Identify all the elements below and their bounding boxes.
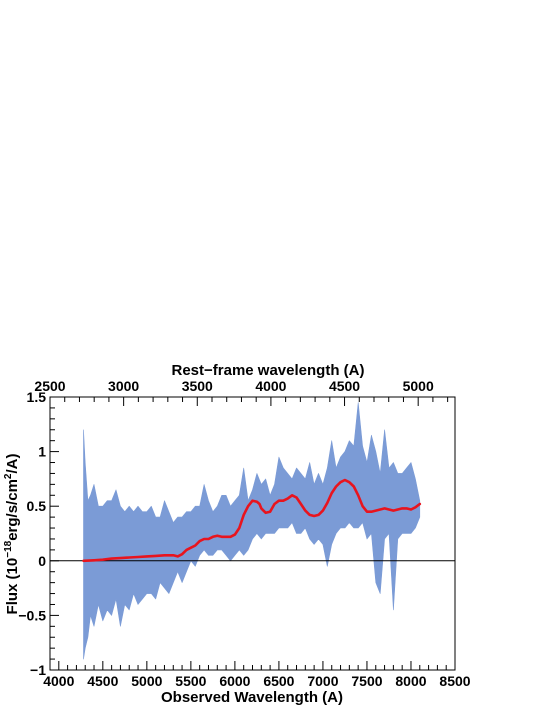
axes: 4000 4500 5000 5500 6000 6500 7000 7500 8000 8500… [18,378,470,689]
x-axis-label: Observed Wavelength (A) [161,689,343,705]
smooth-model-line [82,478,422,563]
top-tick-label: 3000 [108,378,139,394]
y-label-exp2: 2 [3,473,14,479]
y-label-exp1: −18 [3,540,14,557]
top-tick-label: 3500 [182,378,213,394]
spectrum-band [83,402,421,660]
x-tick-label: 4500 [87,673,118,689]
y-tick-label: −1 [30,662,46,678]
x-tick-label: 7500 [351,673,382,689]
x-tick-label: 4000 [43,673,74,689]
top-tick-label: 2500 [34,378,65,394]
y-tick-label: 1 [38,444,46,460]
y-tick-label: 1.5 [27,389,47,405]
y-axis-label: Flux (10−18erg/s/cm2/A) [3,454,21,615]
top-axis-label: Rest−frame wavelength (A) [172,362,365,379]
top-tick-label: 4000 [255,378,286,394]
top-tick-label: 4500 [329,378,360,394]
axis-labels: Rest−frame wavelength (A) Observed Wavel… [3,362,364,705]
y-tick-label: 0 [38,553,46,569]
plot-area [50,402,455,660]
x-tick-label: 7000 [307,673,338,689]
x-tick-label: 6000 [219,673,250,689]
y-tick-label: 0.5 [27,498,47,514]
y-tick-label: −0.5 [18,607,46,623]
x-tick-label: 5500 [175,673,206,689]
x-tick-label: 8000 [395,673,426,689]
y-label-pre: Flux (10 [4,558,21,615]
x-tick-label: 6500 [263,673,294,689]
y-label-post: /A) [4,454,21,474]
top-tick-label: 5000 [403,378,434,394]
x-tick-label: 5000 [131,673,162,689]
y-label-mid: erg/s/cm [4,479,21,541]
x-tick-label: 8500 [439,673,470,689]
